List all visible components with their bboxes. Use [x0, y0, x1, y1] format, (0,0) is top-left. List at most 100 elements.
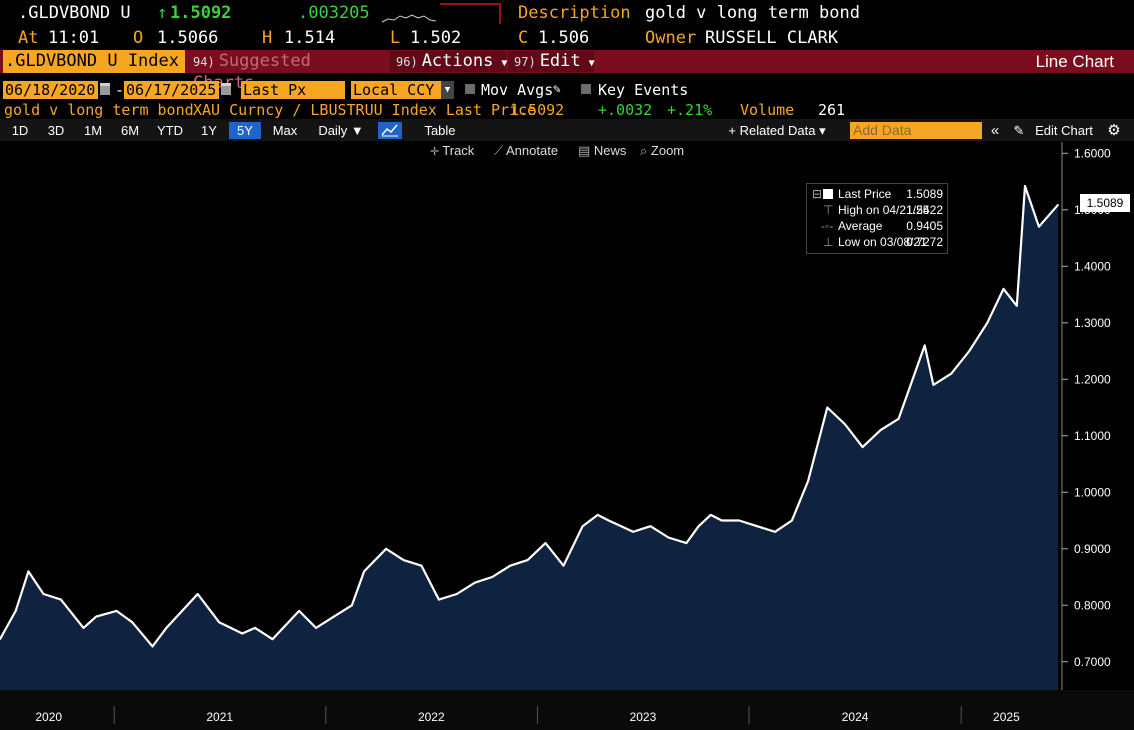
data-point: [950, 372, 953, 375]
x-tick-label: 2021: [206, 710, 233, 724]
range-ytd-button[interactable]: YTD: [157, 123, 183, 138]
x-tick-label: 2024: [842, 710, 869, 724]
collapse-icon[interactable]: «: [990, 122, 1000, 139]
volume-value: 261: [818, 101, 846, 119]
data-point: [1024, 185, 1026, 187]
series-price: 1.5092: [510, 101, 565, 119]
high-value: 1.514: [284, 28, 336, 48]
data-point: [363, 570, 365, 573]
x-axis-band: [0, 690, 1134, 730]
description-label: Description: [518, 3, 631, 23]
area-fill: [0, 186, 1058, 690]
legend-high-label: High on 04/21/25: [838, 203, 930, 217]
description: gold v long term bond: [645, 3, 860, 23]
calendar-icon[interactable]: [221, 83, 231, 95]
currency-select[interactable]: Local CCY: [351, 81, 441, 99]
news-tool[interactable]: ▤ News: [578, 142, 626, 159]
range-5y-button[interactable]: 5Y: [229, 122, 261, 139]
data-point: [218, 621, 220, 624]
data-point: [115, 610, 118, 612]
legend-last-label: Last Price: [838, 187, 892, 201]
end-date-input[interactable]: 06/17/2025: [124, 81, 219, 99]
range-max-button[interactable]: Max: [272, 123, 298, 138]
data-point: [241, 632, 244, 635]
edit-num: 97): [514, 55, 536, 69]
last-price-swatch: [823, 189, 833, 199]
data-point: [986, 321, 989, 324]
data-point: [151, 645, 154, 648]
zoom-tool[interactable]: ⌕ Zoom: [640, 142, 684, 159]
low-value: 1.502: [410, 28, 462, 48]
change: .003205: [298, 3, 370, 23]
line-chart-icon[interactable]: [378, 122, 402, 139]
high-marker-icon: ⊤: [823, 203, 834, 217]
data-point: [649, 525, 652, 527]
open-label: O: [133, 28, 144, 48]
data-point: [95, 615, 98, 618]
calendar-icon[interactable]: [100, 83, 110, 95]
frequency-select[interactable]: Daily ▼: [318, 123, 364, 138]
index-field[interactable]: .GLDVBOND U Index: [3, 50, 185, 73]
data-point: [738, 519, 740, 522]
news-icon: ▤: [578, 143, 594, 158]
data-point: [351, 604, 353, 607]
add-data-input[interactable]: Add Data: [850, 122, 982, 139]
time: 11:01: [48, 28, 100, 48]
data-point: [923, 344, 926, 347]
range-1y-button[interactable]: 1Y: [201, 123, 217, 138]
data-point: [82, 627, 85, 629]
related-data-button[interactable]: + Related Data ▾: [728, 123, 826, 138]
data-point: [14, 610, 17, 612]
annotate-tool[interactable]: ⟋ Annotate: [494, 142, 558, 159]
average-marker-icon: -◦-: [821, 219, 834, 233]
series-net-change: +.0032: [598, 101, 653, 119]
data-point: [720, 519, 723, 522]
edit-pencil-icon[interactable]: ✎: [1013, 123, 1025, 138]
pencil-icon[interactable]: ✎: [553, 82, 561, 97]
legend-low-value: 0.7272: [906, 235, 943, 249]
data-point: [544, 542, 547, 544]
y-tick-label: 1.0000: [1074, 485, 1111, 499]
actions-label: Actions: [421, 51, 494, 71]
y-tick-label: 1.6000: [1074, 146, 1111, 160]
y-tick-label: 1.3000: [1074, 316, 1111, 330]
legend-tree-icon: ⊟: [812, 187, 823, 201]
data-point: [861, 446, 864, 448]
range-1m-button[interactable]: 1M: [83, 123, 103, 138]
y-tick-label: 1.1000: [1074, 429, 1111, 443]
field-select[interactable]: Last Px: [241, 81, 345, 99]
data-point: [826, 406, 829, 409]
low-label: L: [390, 28, 401, 48]
last-price: 1.5092: [170, 3, 232, 23]
data-point: [562, 564, 565, 567]
range-6m-button[interactable]: 6M: [120, 123, 140, 138]
data-point: [27, 570, 30, 573]
start-date-input[interactable]: 06/18/2020: [3, 81, 98, 99]
key-events-checkbox[interactable]: [581, 84, 591, 94]
range-3d-button[interactable]: 3D: [47, 123, 65, 138]
edit-button[interactable]: 97) Edit ▼: [508, 51, 595, 72]
track-tool[interactable]: ✛ Track: [430, 142, 474, 159]
at-label: At: [18, 28, 39, 48]
range-1d-button[interactable]: 1D: [11, 123, 29, 138]
close-value: 1.506: [538, 28, 590, 48]
data-point: [1002, 288, 1005, 290]
x-tick-label: 2022: [418, 710, 445, 724]
legend-high-value: 1.5422: [906, 203, 943, 217]
x-axis: 2020 2021 2022 2023 2024 2025: [0, 690, 1134, 730]
mov-avgs-checkbox[interactable]: [465, 84, 475, 94]
series-pct-change: +.21%: [667, 101, 713, 119]
edit-chart-button[interactable]: Edit Chart: [1035, 123, 1093, 138]
data-point: [333, 615, 335, 618]
actions-button[interactable]: 96) Actions ▼: [390, 51, 507, 72]
x-tick-label: 2025: [993, 710, 1020, 724]
settings-gear-icon[interactable]: ⚙: [1107, 122, 1121, 139]
data-point: [254, 627, 256, 629]
series-formula: XAU Curncy / LBUSTRUU Index Last Price: [193, 101, 537, 119]
data-point: [1057, 203, 1059, 206]
table-button[interactable]: Table: [424, 123, 456, 138]
data-point: [42, 593, 45, 595]
currency-dropdown-icon[interactable]: ▼: [441, 81, 454, 99]
last-price-tag: 1.5089: [1080, 194, 1130, 212]
